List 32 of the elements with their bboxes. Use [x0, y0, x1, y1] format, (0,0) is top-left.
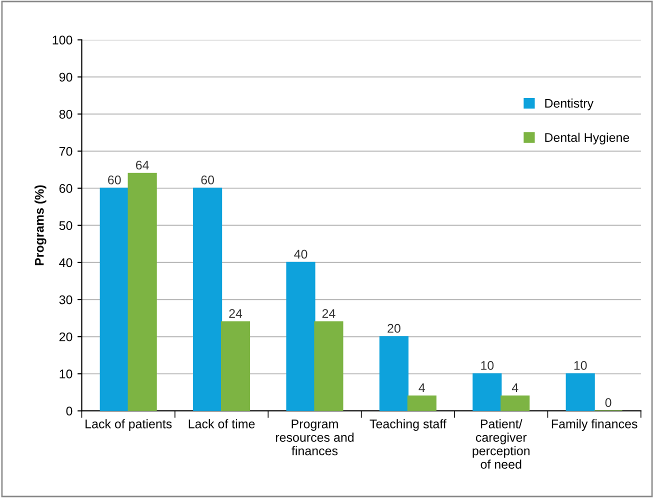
data-label: 4 [512, 383, 518, 392]
data-label: 64 [136, 160, 149, 170]
data-label: 20 [388, 324, 400, 333]
y-tick-label: 30 [59, 295, 72, 304]
y-tick-label: 70 [59, 146, 72, 156]
data-label: 4 [418, 383, 426, 392]
y-tick-label: 0 [66, 406, 72, 416]
data-label: 40 [294, 250, 308, 259]
y-tick-label: 100 [52, 36, 72, 44]
y-tick-label: 60 [59, 184, 72, 193]
x-tick-label: Patient/ caregiver perception of need [472, 419, 530, 469]
y-tick-label: 50 [59, 221, 72, 230]
data-label: 10 [481, 361, 494, 370]
legend-label: Dental Hygiene [545, 132, 630, 144]
legend-label: Dentistry [545, 98, 594, 110]
x-tick-label: Teaching staff [370, 419, 446, 431]
data-label: 60 [201, 176, 214, 184]
y-tick-label: 90 [59, 72, 72, 82]
y-axis-title: Programs (%) [34, 185, 46, 266]
data-label: 0 [605, 398, 612, 407]
y-tick-label: 10 [60, 370, 72, 378]
x-tick-label: Family finances [552, 419, 638, 431]
y-tick-label: 80 [59, 110, 72, 119]
y-tick-label: 20 [59, 332, 72, 342]
x-tick-label: Lack of time [188, 419, 255, 428]
data-label: 24 [229, 309, 242, 318]
data-label: 60 [108, 176, 121, 184]
x-tick-label: Lack of patients [86, 419, 172, 431]
x-tick-label: Program resources and finances [276, 420, 354, 456]
y-tick-label: 40 [59, 258, 72, 268]
data-label: 24 [322, 309, 336, 318]
data-label: 10 [574, 361, 587, 370]
